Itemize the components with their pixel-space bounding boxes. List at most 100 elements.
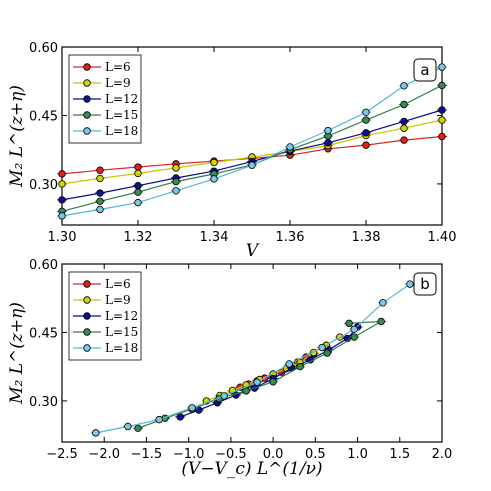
data-point bbox=[96, 174, 104, 183]
data-point bbox=[362, 141, 370, 149]
y-tick-label: 0.45 bbox=[29, 326, 58, 341]
legend: L=6 L=9 L=12 L=15 L=18 bbox=[68, 271, 142, 361]
legend-label: L=9 bbox=[105, 76, 131, 90]
legend-marker bbox=[83, 344, 91, 352]
x-tick-label: 1.38 bbox=[352, 230, 381, 245]
data-point bbox=[324, 126, 332, 135]
data-point bbox=[438, 81, 446, 90]
x-axis-label: V bbox=[246, 241, 260, 261]
panel-a-chart: 1.30 1.32 1.34 1.36 1.38 1.40 0.30 0.45 0.60 V M₂ … bbox=[7, 41, 456, 261]
data-point bbox=[269, 378, 277, 386]
legend-label: L=12 bbox=[105, 92, 138, 106]
data-point bbox=[134, 169, 142, 178]
data-point bbox=[248, 161, 256, 169]
panel-tag-box bbox=[413, 272, 437, 296]
legend-marker bbox=[83, 95, 91, 103]
data-point bbox=[96, 197, 104, 205]
legend-marker bbox=[83, 111, 91, 119]
data-point bbox=[400, 117, 408, 126]
legend-label: L=15 bbox=[105, 325, 138, 339]
data-point bbox=[400, 124, 408, 132]
data-point bbox=[155, 415, 163, 424]
data-point bbox=[253, 378, 261, 386]
data-point bbox=[362, 116, 370, 124]
legend-marker bbox=[83, 296, 91, 304]
data-point bbox=[210, 175, 218, 183]
data-point bbox=[58, 196, 66, 204]
data-point bbox=[296, 362, 304, 371]
data-point bbox=[438, 116, 446, 124]
data-point bbox=[362, 129, 370, 137]
data-point bbox=[134, 188, 142, 196]
data-point bbox=[400, 100, 408, 109]
data-point bbox=[400, 136, 408, 144]
panel-tag: a bbox=[420, 61, 429, 79]
series-line-L18 bbox=[95, 283, 411, 434]
panel-tag-box bbox=[413, 58, 437, 82]
data-point bbox=[134, 163, 142, 171]
legend-marker bbox=[83, 328, 91, 336]
data-point bbox=[96, 189, 104, 197]
x-tick-label: 0.5 bbox=[305, 447, 326, 462]
x-tick-label: 1.36 bbox=[276, 230, 305, 245]
data-point bbox=[438, 63, 446, 71]
data-point bbox=[350, 325, 358, 333]
legend: L=6 L=9 L=12 L=15 L=18 bbox=[68, 54, 142, 144]
y-tick-label: 0.60 bbox=[29, 258, 58, 273]
legend-label: L=12 bbox=[105, 309, 138, 323]
x-tick-label: −0.5 bbox=[215, 447, 247, 462]
legend-label: L=18 bbox=[105, 341, 138, 355]
data-point bbox=[96, 166, 104, 174]
data-point bbox=[210, 158, 218, 167]
data-point bbox=[58, 212, 66, 220]
legend-marker bbox=[83, 312, 91, 320]
data-point bbox=[286, 143, 294, 151]
data-point bbox=[96, 205, 104, 214]
data-point bbox=[134, 424, 142, 433]
data-point bbox=[134, 198, 142, 207]
y-tick-label: 0.30 bbox=[29, 178, 58, 193]
x-tick-label: −1.5 bbox=[131, 447, 163, 462]
data-point bbox=[124, 422, 132, 431]
y-axis-label: M₂ L^(z+η) bbox=[7, 85, 27, 188]
data-point bbox=[220, 392, 228, 400]
x-tick-label: 1.40 bbox=[428, 230, 457, 245]
data-point bbox=[172, 187, 180, 195]
data-point bbox=[345, 319, 353, 328]
panel-tag: b bbox=[420, 275, 430, 293]
legend-label: L=6 bbox=[105, 277, 131, 291]
x-tick-label: 1.34 bbox=[200, 230, 229, 245]
legend-marker bbox=[83, 280, 91, 288]
data-point bbox=[285, 360, 293, 368]
legend-label: L=9 bbox=[105, 293, 131, 307]
x-tick-label: 2.0 bbox=[432, 447, 453, 462]
legend-label: L=6 bbox=[105, 60, 131, 74]
data-point bbox=[318, 343, 326, 352]
data-point bbox=[172, 164, 180, 172]
data-point bbox=[438, 106, 446, 114]
x-tick-label: 1.0 bbox=[347, 447, 368, 462]
x-tick-label: −2.5 bbox=[46, 447, 78, 462]
data-point bbox=[134, 182, 142, 190]
data-point bbox=[377, 317, 385, 326]
data-point bbox=[379, 299, 387, 307]
y-axis-label: M₂ L^(z+η) bbox=[7, 302, 27, 405]
data-point bbox=[323, 349, 331, 357]
legend-marker bbox=[83, 63, 91, 71]
y-tick-label: 0.60 bbox=[29, 41, 58, 56]
data-point bbox=[350, 333, 358, 341]
data-point bbox=[400, 82, 408, 90]
x-tick-label: 1.5 bbox=[389, 447, 410, 462]
data-point bbox=[188, 404, 196, 412]
x-tick-label: 1.32 bbox=[124, 230, 153, 245]
legend-label: L=18 bbox=[105, 124, 138, 138]
data-point bbox=[438, 132, 446, 141]
data-point bbox=[58, 180, 66, 188]
y-tick-label: 0.45 bbox=[29, 109, 58, 124]
plot-frame bbox=[61, 263, 443, 443]
legend-marker bbox=[83, 127, 91, 135]
data-point bbox=[362, 108, 370, 116]
y-tick-label: 0.30 bbox=[29, 395, 58, 410]
x-axis-label: (V−V_c) L^(1/ν) bbox=[181, 459, 322, 479]
